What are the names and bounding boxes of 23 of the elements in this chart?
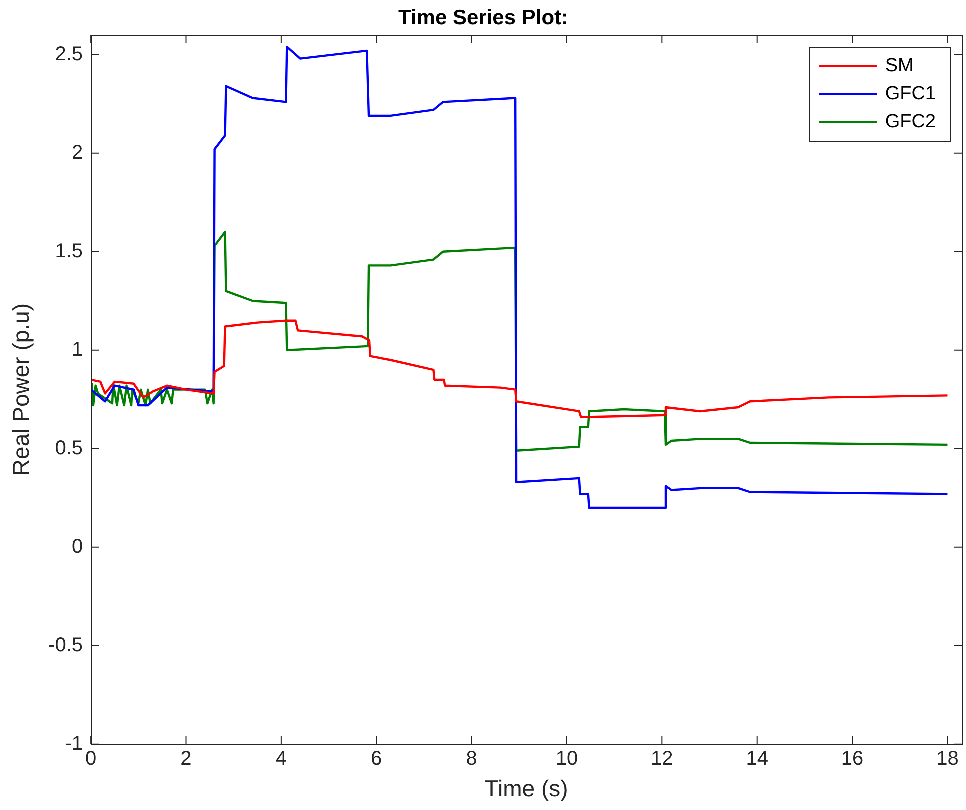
x-tick-label: 18	[936, 748, 959, 770]
y-tick-label: -0.5	[48, 634, 84, 656]
legend-label: GFC1	[885, 83, 936, 104]
y-tick-label: 1	[72, 338, 84, 361]
x-tick-label: 4	[276, 748, 287, 770]
y-tick-label: 1.5	[55, 240, 84, 262]
y-axis-title: Real Power (p.u)	[8, 304, 34, 476]
y-tick-label: -1	[65, 732, 84, 755]
x-tick-label: 16	[841, 748, 864, 770]
legend-label: GFC2	[885, 111, 936, 132]
x-tick-label: 12	[651, 748, 674, 770]
y-tick-label: 2.5	[55, 43, 84, 66]
legend-label: SM	[885, 55, 914, 76]
x-tick-label: 8	[466, 748, 478, 770]
x-axis-title: Time (s)	[484, 776, 568, 802]
x-tick-label: 2	[180, 748, 192, 770]
y-tick-label: 2	[72, 142, 84, 164]
x-tick-label: 14	[746, 748, 768, 770]
y-tick-label: 0	[72, 536, 84, 558]
y-tick-label: 0.5	[55, 437, 84, 460]
chart-title: Time Series Plot:	[398, 6, 569, 30]
x-tick-label: 6	[371, 748, 382, 770]
x-tick-label: 10	[556, 748, 578, 770]
